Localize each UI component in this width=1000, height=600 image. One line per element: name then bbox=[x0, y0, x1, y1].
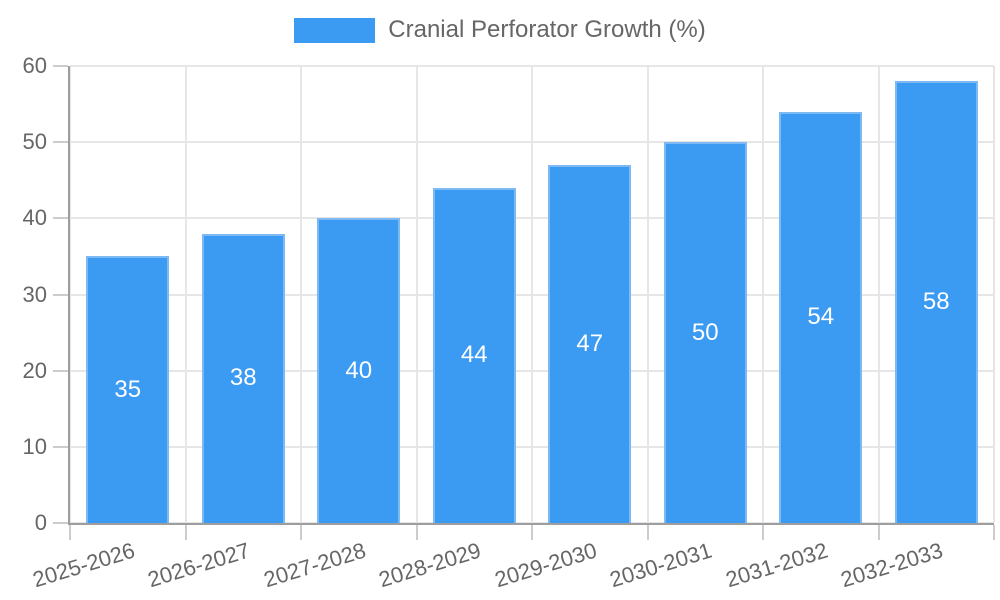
bar[interactable] bbox=[663, 142, 747, 523]
x-tick-mark bbox=[300, 525, 302, 540]
y-tick-label: 0 bbox=[34, 510, 47, 535]
x-tick-label: 2030-2031 bbox=[606, 537, 715, 593]
x-gridline bbox=[69, 66, 71, 523]
bar-value-label: 38 bbox=[229, 364, 257, 392]
bar[interactable] bbox=[317, 218, 401, 523]
x-tick-mark bbox=[762, 525, 764, 540]
y-tick-label: 20 bbox=[22, 357, 47, 383]
x-gridline bbox=[762, 66, 764, 523]
x-gridline bbox=[300, 66, 302, 523]
x-gridline bbox=[415, 66, 418, 523]
x-axis-line bbox=[68, 523, 994, 525]
x-tick-label: 2026-2027 bbox=[144, 537, 253, 593]
y-tick-label: 30 bbox=[22, 281, 47, 307]
y-tick-mark bbox=[53, 522, 68, 524]
x-tick-mark bbox=[415, 525, 418, 540]
y-tick-mark bbox=[53, 217, 68, 220]
bar-value-label: 58 bbox=[922, 288, 950, 316]
x-tick-label: 2025-2026 bbox=[29, 537, 138, 593]
bar-value-label: 44 bbox=[460, 341, 488, 369]
legend-swatch bbox=[294, 17, 376, 43]
x-tick-label: 2031-2032 bbox=[722, 537, 831, 593]
bar[interactable] bbox=[201, 233, 285, 523]
x-tick-label: 2028-2029 bbox=[375, 537, 484, 593]
x-tick-label: 2029-2030 bbox=[491, 537, 600, 593]
bar[interactable] bbox=[548, 165, 632, 523]
bar[interactable] bbox=[779, 111, 863, 523]
x-tick-label: 2027-2028 bbox=[260, 537, 369, 593]
bar-value-label: 47 bbox=[576, 330, 604, 357]
bar-value-label: 40 bbox=[345, 356, 373, 384]
x-tick-label: 2032-2033 bbox=[837, 537, 946, 593]
y-tick-mark bbox=[53, 141, 68, 144]
x-tick-mark bbox=[69, 525, 71, 540]
legend-label: Cranial Perforator Growth (%) bbox=[388, 16, 706, 43]
x-tick-mark bbox=[646, 525, 649, 540]
y-tick-mark bbox=[53, 369, 68, 372]
y-tick-label: 50 bbox=[22, 129, 47, 155]
x-tick-mark bbox=[184, 525, 187, 540]
x-tick-mark bbox=[531, 525, 533, 540]
bar-value-label: 35 bbox=[114, 375, 142, 403]
x-gridline bbox=[531, 66, 533, 523]
bar-value-label: 54 bbox=[807, 303, 835, 331]
x-gridline bbox=[184, 66, 187, 523]
y-axis-line bbox=[68, 66, 70, 525]
bar-value-label: 50 bbox=[691, 318, 719, 346]
bar[interactable] bbox=[432, 187, 516, 523]
x-gridline bbox=[993, 66, 995, 523]
x-gridline bbox=[877, 66, 880, 523]
y-tick-label: 10 bbox=[22, 433, 47, 459]
y-tick-mark bbox=[53, 293, 68, 296]
legend-item[interactable]: Cranial Perforator Growth (%) bbox=[0, 17, 1000, 43]
bar[interactable] bbox=[894, 81, 978, 523]
x-tick-mark bbox=[877, 525, 880, 540]
y-tick-label: 60 bbox=[22, 53, 47, 78]
y-tick-mark bbox=[53, 445, 68, 448]
y-tick-mark bbox=[53, 65, 68, 67]
bar[interactable] bbox=[86, 256, 170, 523]
x-gridline bbox=[646, 66, 649, 523]
x-tick-mark bbox=[993, 525, 995, 540]
y-tick-label: 40 bbox=[22, 205, 47, 231]
